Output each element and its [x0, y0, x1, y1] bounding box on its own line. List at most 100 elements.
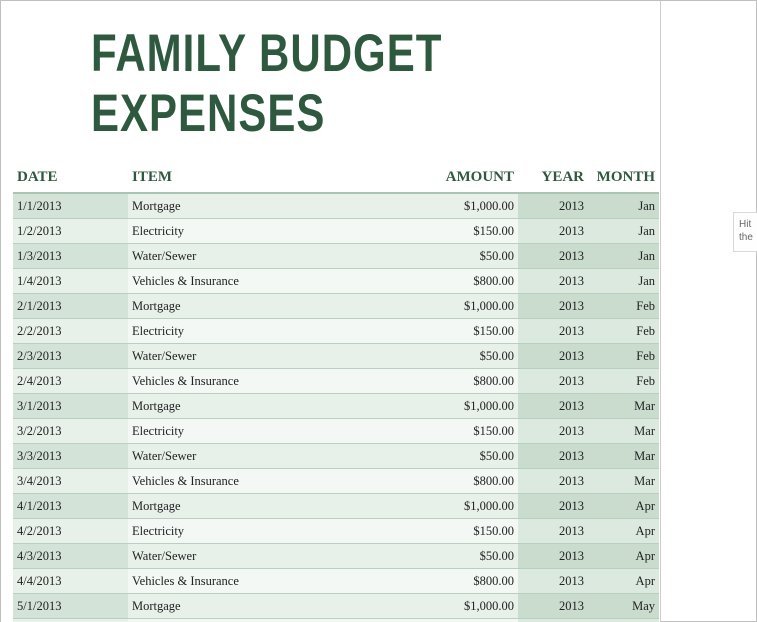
cell-month: Jan	[588, 269, 659, 294]
cell-month: Apr	[588, 494, 659, 519]
cell-month: Feb	[588, 369, 659, 394]
cell-item: Mortgage	[128, 494, 378, 519]
cell-month: May	[588, 619, 659, 622]
cell-item: Electricity	[128, 619, 378, 622]
cell-month: Jan	[588, 193, 659, 219]
table-row: 5/2/2013Electricity$150.002013May	[13, 619, 659, 622]
cell-amount: $800.00	[378, 569, 518, 594]
table-row: 2/1/2013Mortgage$1,000.002013Feb	[13, 294, 659, 319]
cell-item: Mortgage	[128, 594, 378, 619]
table-row: 2/2/2013Electricity$150.002013Feb	[13, 319, 659, 344]
table-row: 2/3/2013Water/Sewer$50.002013Feb	[13, 344, 659, 369]
cell-date: 5/1/2013	[13, 594, 128, 619]
cell-amount: $150.00	[378, 519, 518, 544]
cell-amount: $50.00	[378, 344, 518, 369]
col-header-year: YEAR	[518, 163, 588, 193]
table-row: 3/2/2013Electricity$150.002013Mar	[13, 419, 659, 444]
side-hint-line2: the	[739, 232, 753, 243]
cell-amount: $800.00	[378, 369, 518, 394]
cell-date: 2/4/2013	[13, 369, 128, 394]
cell-date: 2/3/2013	[13, 344, 128, 369]
cell-amount: $800.00	[378, 469, 518, 494]
cell-year: 2013	[518, 619, 588, 622]
cell-item: Mortgage	[128, 193, 378, 219]
cell-date: 5/2/2013	[13, 619, 128, 622]
cell-amount: $1,000.00	[378, 394, 518, 419]
cell-year: 2013	[518, 319, 588, 344]
cell-month: Mar	[588, 469, 659, 494]
table-row: 3/1/2013Mortgage$1,000.002013Mar	[13, 394, 659, 419]
cell-date: 1/3/2013	[13, 244, 128, 269]
cell-year: 2013	[518, 269, 588, 294]
cell-year: 2013	[518, 244, 588, 269]
col-header-amount: AMOUNT	[378, 163, 518, 193]
cell-amount: $150.00	[378, 419, 518, 444]
cell-item: Mortgage	[128, 394, 378, 419]
cell-year: 2013	[518, 544, 588, 569]
cell-year: 2013	[518, 519, 588, 544]
cell-month: Apr	[588, 519, 659, 544]
cell-item: Electricity	[128, 319, 378, 344]
side-hint-line1: Hit	[739, 219, 751, 230]
cell-year: 2013	[518, 394, 588, 419]
cell-amount: $1,000.00	[378, 294, 518, 319]
cell-year: 2013	[518, 193, 588, 219]
table-row: 4/1/2013Mortgage$1,000.002013Apr	[13, 494, 659, 519]
cell-amount: $1,000.00	[378, 193, 518, 219]
cell-date: 4/3/2013	[13, 544, 128, 569]
cell-item: Vehicles & Insurance	[128, 369, 378, 394]
cell-month: Apr	[588, 544, 659, 569]
cell-month: Feb	[588, 344, 659, 369]
table-row: 1/2/2013Electricity$150.002013Jan	[13, 219, 659, 244]
cell-item: Water/Sewer	[128, 244, 378, 269]
expenses-tbody: 1/1/2013Mortgage$1,000.002013Jan1/2/2013…	[13, 193, 659, 622]
cell-item: Water/Sewer	[128, 544, 378, 569]
table-row: 2/4/2013Vehicles & Insurance$800.002013F…	[13, 369, 659, 394]
cell-date: 3/4/2013	[13, 469, 128, 494]
cell-amount: $800.00	[378, 269, 518, 294]
cell-amount: $150.00	[378, 219, 518, 244]
cell-year: 2013	[518, 494, 588, 519]
cell-item: Vehicles & Insurance	[128, 569, 378, 594]
cell-item: Electricity	[128, 419, 378, 444]
table-row: 3/3/2013Water/Sewer$50.002013Mar	[13, 444, 659, 469]
cell-item: Vehicles & Insurance	[128, 469, 378, 494]
table-row: 4/3/2013Water/Sewer$50.002013Apr	[13, 544, 659, 569]
cell-date: 1/4/2013	[13, 269, 128, 294]
cell-item: Electricity	[128, 219, 378, 244]
cell-date: 2/1/2013	[13, 294, 128, 319]
table-row: 1/1/2013Mortgage$1,000.002013Jan	[13, 193, 659, 219]
cell-item: Water/Sewer	[128, 344, 378, 369]
col-header-month: MONTH	[588, 163, 659, 193]
cell-year: 2013	[518, 369, 588, 394]
cell-month: Jan	[588, 219, 659, 244]
budget-page: FAMILY BUDGET EXPENSES DATE ITEM AMOUNT …	[1, 1, 661, 622]
cell-amount: $50.00	[378, 244, 518, 269]
table-row: 3/4/2013Vehicles & Insurance$800.002013M…	[13, 469, 659, 494]
cell-date: 4/4/2013	[13, 569, 128, 594]
cell-amount: $1,000.00	[378, 594, 518, 619]
cell-month: Mar	[588, 394, 659, 419]
cell-month: Mar	[588, 419, 659, 444]
cell-year: 2013	[518, 344, 588, 369]
cell-year: 2013	[518, 294, 588, 319]
table-row: 5/1/2013Mortgage$1,000.002013May	[13, 594, 659, 619]
cell-date: 4/2/2013	[13, 519, 128, 544]
table-row: 1/3/2013Water/Sewer$50.002013Jan	[13, 244, 659, 269]
cell-date: 3/2/2013	[13, 419, 128, 444]
cell-month: Feb	[588, 294, 659, 319]
cell-amount: $50.00	[378, 444, 518, 469]
table-row: 1/4/2013Vehicles & Insurance$800.002013J…	[13, 269, 659, 294]
cell-date: 3/3/2013	[13, 444, 128, 469]
cell-month: Mar	[588, 444, 659, 469]
cell-year: 2013	[518, 219, 588, 244]
cell-item: Electricity	[128, 519, 378, 544]
table-row: 4/4/2013Vehicles & Insurance$800.002013A…	[13, 569, 659, 594]
cell-amount: $150.00	[378, 619, 518, 622]
page-title: FAMILY BUDGET EXPENSES	[1, 1, 660, 144]
cell-date: 1/2/2013	[13, 219, 128, 244]
expenses-table: DATE ITEM AMOUNT YEAR MONTH 1/1/2013Mort…	[13, 163, 659, 622]
cell-amount: $50.00	[378, 544, 518, 569]
cell-item: Water/Sewer	[128, 444, 378, 469]
cell-date: 2/2/2013	[13, 319, 128, 344]
